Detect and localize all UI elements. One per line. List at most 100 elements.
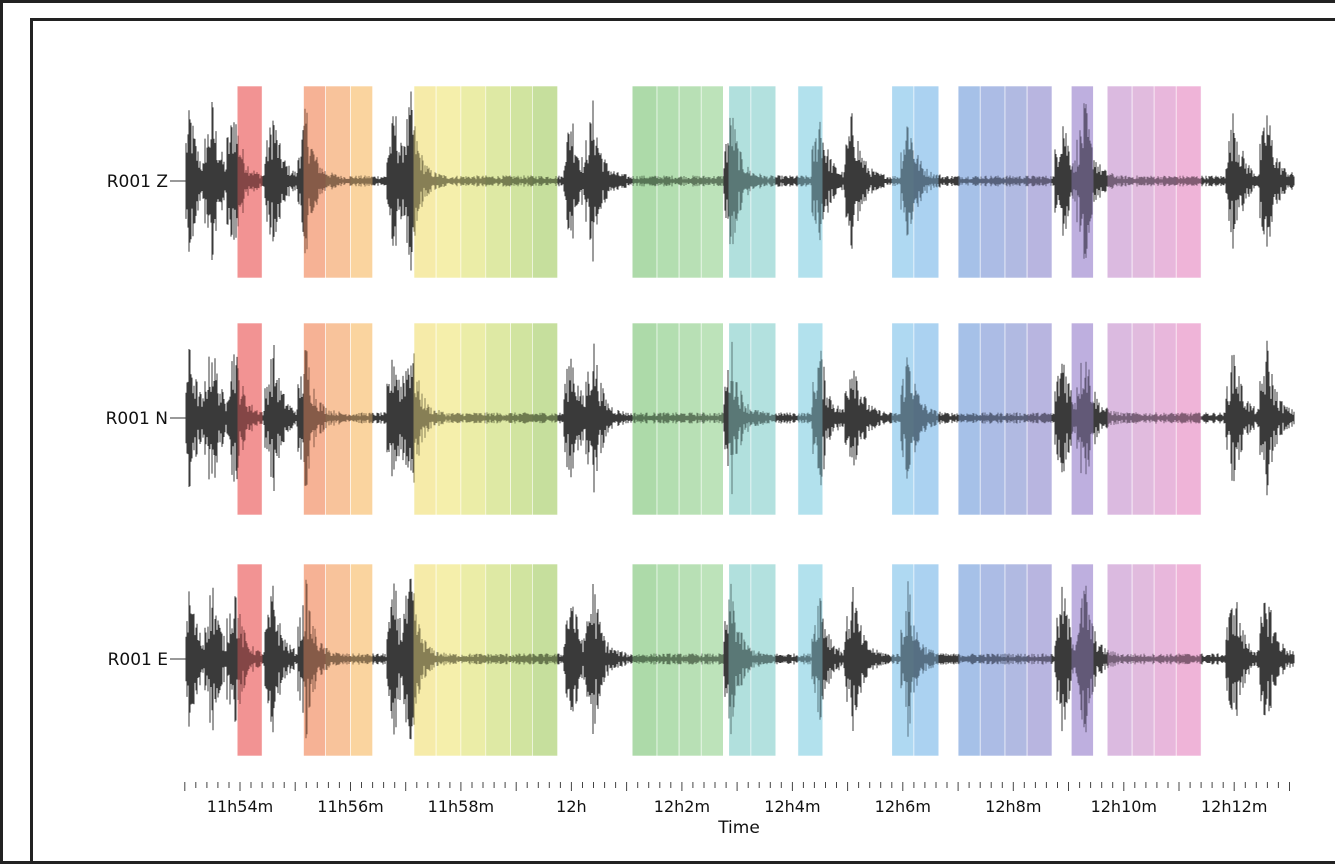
trace-1-segment-11 [657, 412, 680, 424]
trace-0-segment-4 [413, 126, 437, 236]
trace-1-segment-0 [237, 368, 263, 468]
chart-panel-border [30, 18, 1335, 864]
trace-1-segment-14 [728, 341, 751, 495]
trace-0-segment-13 [701, 175, 724, 187]
channel-label-2: R001 E [108, 650, 168, 670]
trace-0-segment-20 [980, 175, 1006, 187]
trace-0-segment-8 [510, 175, 533, 187]
trace-0-segment-19 [958, 175, 981, 187]
trace-1-segment-17 [891, 357, 914, 479]
trace-1-segment-23 [1071, 361, 1094, 475]
x-tick-label-2: 11h58m [428, 797, 494, 816]
trace-0-segment-27 [1176, 175, 1202, 187]
trace-2-segment-27 [1176, 653, 1202, 665]
x-tick-label-3: 12h [556, 797, 587, 816]
x-tick-label-4: 12h2m [654, 797, 710, 816]
trace-2-segment-1 [303, 579, 326, 739]
x-axis: 11h54m 11h56m 11h58m 12h 12h2m 12h4m 12h6m 12h8… [184, 782, 1290, 816]
trace-1-segment-15 [750, 410, 776, 426]
trace-1-segment-9 [532, 412, 558, 424]
trace-1-segment-25 [1132, 412, 1155, 424]
trace-0-segment-25 [1132, 175, 1155, 187]
trace-2-segment-3 [350, 653, 373, 665]
channel-labels: R001 Z R001 N R001 E [106, 172, 186, 670]
trace-2-segment-12 [679, 653, 702, 665]
trace-2-segment-21 [1005, 653, 1028, 665]
trace-0-segment-14 [728, 117, 751, 245]
trace-1-segment-12 [679, 412, 702, 424]
trace-2-segment-25 [1132, 653, 1155, 665]
x-tick-label-1: 11h56m [317, 797, 383, 816]
trace-2-segment-11 [657, 653, 680, 665]
trace-2-segment-4 [413, 593, 437, 725]
trace-2-segment-24 [1107, 649, 1133, 669]
trace-0-segment-23 [1071, 103, 1094, 259]
trace-0-segment-24 [1107, 173, 1133, 189]
trace-0-segment-7 [485, 175, 511, 187]
trace-layer [185, 91, 1295, 740]
x-tick-label-0: 11h54m [207, 797, 273, 816]
trace-1-segment-5 [436, 410, 461, 426]
trace-2-segment-15 [750, 650, 776, 668]
trace-2-segment-7 [485, 653, 511, 665]
trace-1-segment-3 [350, 412, 373, 424]
trace-1-segment-13 [701, 412, 724, 424]
trace-0-segment-10 [632, 175, 658, 187]
trace-2-segment-5 [436, 652, 461, 666]
trace-2-segment-16 [797, 598, 823, 720]
trace-1-segment-22 [1027, 412, 1052, 424]
trace-1-segment-18 [913, 383, 939, 453]
trace-1-segment-24 [1107, 409, 1133, 427]
x-tick-label-6: 12h6m [875, 797, 931, 816]
channel-label-0: R001 Z [107, 172, 168, 192]
trace-2-segment-10 [632, 653, 658, 665]
trace-1-segment-20 [980, 412, 1006, 424]
x-tick-label-7: 12h8m [985, 797, 1041, 816]
trace-0-segment-3 [350, 175, 373, 187]
trace-2-segment-0 [237, 614, 263, 704]
trace-1-segment-7 [485, 412, 511, 424]
trace-2-segment-8 [510, 653, 533, 665]
trace-2-segment-14 [728, 583, 751, 735]
trace-2-segment-22 [1027, 653, 1052, 665]
trace-2-segment-2 [325, 648, 351, 670]
trace-0-segment-2 [325, 172, 351, 190]
trace-1-segment-6 [460, 412, 486, 424]
trace-1-segment-21 [1005, 412, 1028, 424]
trace-0-segment-1 [303, 108, 326, 254]
trace-0-segment-26 [1154, 175, 1177, 187]
trace-1-segment-19 [958, 413, 981, 423]
trace-2-segment-20 [980, 653, 1006, 665]
trace-1-segment-8 [510, 412, 533, 424]
trace-0-segment-11 [657, 175, 680, 187]
trace-0-segment-12 [679, 175, 702, 187]
x-axis-label: Time [717, 818, 760, 838]
trace-2-segment-13 [701, 653, 724, 665]
trace-2-segment-9 [532, 653, 558, 665]
trace-0-segment-6 [460, 175, 486, 187]
x-tick-label-8: 12h10m [1091, 797, 1157, 816]
trace-2-segment-23 [1071, 585, 1094, 733]
trace-1-segment-27 [1176, 412, 1202, 424]
trace-1-segment-10 [632, 412, 658, 424]
trace-2-segment-19 [958, 653, 981, 665]
trace-2-segment-6 [460, 653, 486, 665]
trace-1-segment-1 [303, 350, 326, 486]
channel-label-1: R001 N [106, 409, 168, 429]
trace-1-segment-4 [413, 353, 437, 483]
trace-2-segment-18 [913, 625, 939, 693]
trace-1-segment-26 [1154, 412, 1177, 424]
trace-0-segment-16 [797, 121, 823, 241]
trace-0-segment-21 [1005, 175, 1028, 187]
x-tick-label-5: 12h4m [764, 797, 820, 816]
trace-1-segment-2 [325, 407, 351, 429]
trace-0-segment-9 [532, 176, 558, 186]
trace-0-segment-17 [891, 126, 914, 236]
trace-0-segment-18 [913, 155, 939, 207]
trace-0-segment-22 [1027, 175, 1052, 187]
trace-0-segment-0 [237, 135, 263, 227]
x-tick-label-9: 12h12m [1201, 797, 1267, 816]
trace-2-segment-26 [1154, 653, 1177, 665]
